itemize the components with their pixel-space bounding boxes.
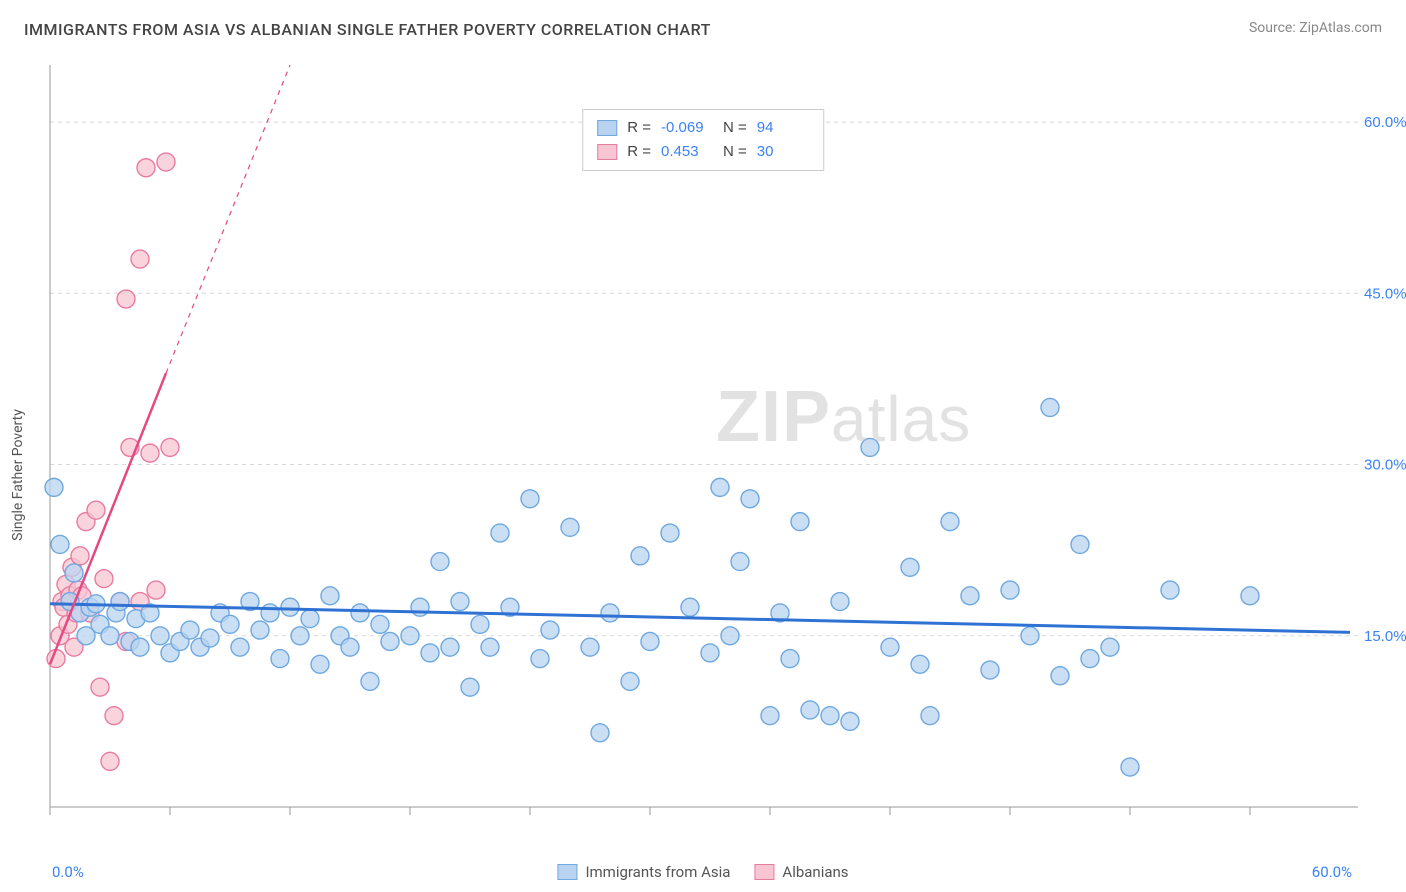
legend-swatch-asia <box>597 120 617 136</box>
legend-item-albanian: Albanians <box>754 863 848 881</box>
legend-swatch-icon <box>754 864 774 880</box>
stats-row-asia: R = -0.069 N = 94 <box>597 116 809 140</box>
stats-r-value-albanian: 0.453 <box>661 140 713 164</box>
x-axis-min-label: 0.0% <box>52 863 84 881</box>
stats-r-label: R = <box>627 116 651 140</box>
stats-n-value-asia: 94 <box>757 116 809 140</box>
bottom-legend: Immigrants from Asia Albanians <box>557 863 848 881</box>
stats-n-value-albanian: 30 <box>757 140 809 164</box>
legend-swatch-icon <box>557 864 577 880</box>
svg-text:15.0%: 15.0% <box>1364 628 1406 645</box>
stats-n-label: N = <box>723 116 747 140</box>
chart-container: Single Father Poverty 15.0% 30.0% 45.0% 60.… <box>0 47 1406 887</box>
stats-r-value-asia: -0.069 <box>661 116 713 140</box>
svg-text:60.0%: 60.0% <box>1364 114 1406 131</box>
legend-item-asia: Immigrants from Asia <box>557 863 730 881</box>
stats-legend: R = -0.069 N = 94 R = 0.453 N = 30 <box>582 109 824 171</box>
stats-r-label: R = <box>627 140 651 164</box>
stats-n-label: N = <box>723 140 747 164</box>
chart-source: Source: ZipAtlas.com <box>1249 20 1382 36</box>
legend-label: Albanians <box>782 863 848 881</box>
y-axis-label: Single Father Poverty <box>10 409 26 541</box>
chart-header: IMMIGRANTS FROM ASIA VS ALBANIAN SINGLE … <box>0 0 1406 47</box>
legend-swatch-albanian <box>597 144 617 160</box>
legend-label: Immigrants from Asia <box>585 863 730 881</box>
chart-title: IMMIGRANTS FROM ASIA VS ALBANIAN SINGLE … <box>24 20 711 39</box>
svg-text:45.0%: 45.0% <box>1364 285 1406 302</box>
svg-text:30.0%: 30.0% <box>1364 457 1406 474</box>
x-axis-max-label: 60.0% <box>1312 863 1352 881</box>
stats-row-albanian: R = 0.453 N = 30 <box>597 140 809 164</box>
